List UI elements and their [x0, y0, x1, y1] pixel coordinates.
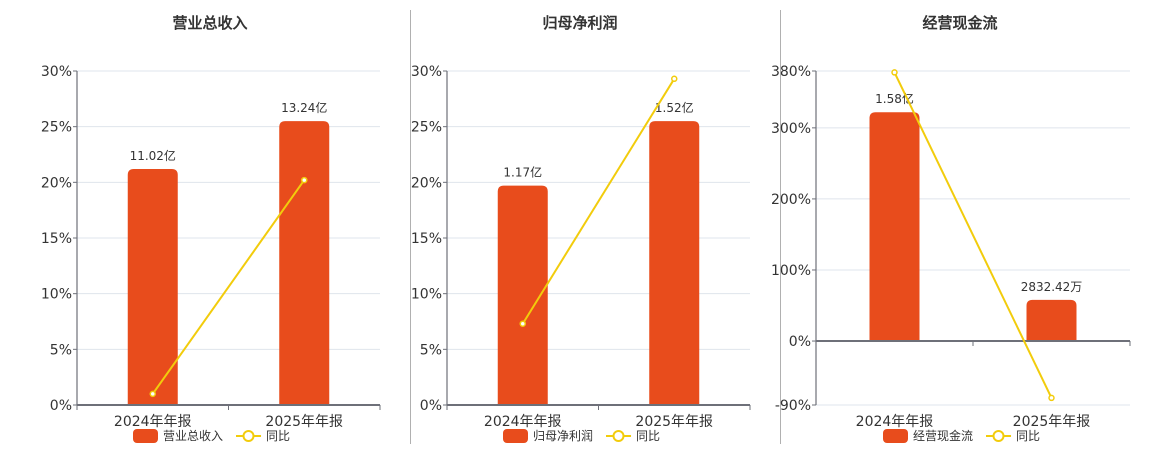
bar-value-label: 2832.42万 [1021, 280, 1083, 294]
y-tick-label: 20% [41, 175, 72, 191]
yoy-point[interactable] [519, 320, 526, 327]
yoy-point[interactable] [1048, 394, 1055, 402]
legend-bar-label[interactable]: 经营现金流 [913, 428, 973, 443]
chart-title: 营业总收入 [172, 14, 247, 32]
y-tick-label: 200% [771, 192, 811, 208]
cash-flow-chart: 经营现金流 380% 300% 200% 100% 0% -90% 1.58亿 2024年年报 2… [771, 14, 1131, 443]
y-tick-label: 0% [789, 334, 811, 350]
legend: 营业总收入 同比 [133, 429, 290, 443]
bar-value-label: 1.17亿 [503, 165, 542, 180]
legend-bar-label[interactable]: 营业总收入 [163, 429, 223, 443]
legend-line-marker-icon [992, 430, 1005, 442]
panel-divider [410, 10, 411, 444]
x-category-label: 2025年年报 [635, 414, 713, 430]
legend-line-marker-icon [242, 430, 255, 442]
y-tick-label: 380% [771, 64, 811, 80]
chart-panel-net-profit: 归母净利润 30% 25% 20% 15% 10% 5% 0% 1.17亿 2024年年报 1.52… [370, 0, 770, 450]
yoy-line [151, 179, 306, 395]
y-tick-label: 25% [41, 120, 72, 136]
legend-line-label[interactable]: 同比 [1016, 429, 1040, 443]
bar[interactable] [127, 168, 178, 405]
y-tick-label: 5% [420, 342, 442, 358]
yoy-point[interactable] [891, 69, 898, 76]
x-category-label: 2024年年报 [856, 414, 934, 430]
x-category-label: 2024年年报 [114, 414, 192, 430]
bar[interactable] [869, 112, 920, 342]
y-tick-label: 100% [771, 263, 811, 279]
y-tick-label: -90% [775, 398, 811, 414]
bar[interactable] [279, 121, 330, 405]
y-tick-label: 20% [411, 175, 442, 191]
net-profit-chart: 归母净利润 30% 25% 20% 15% 10% 5% 0% 1.17亿 2024年年报 1.52… [411, 14, 751, 443]
bar-value-label: 11.02亿 [130, 148, 176, 163]
yoy-line [893, 71, 1053, 399]
bar[interactable] [1026, 299, 1077, 342]
y-tick-label: 0% [50, 398, 72, 414]
yoy-point[interactable] [149, 390, 156, 398]
y-tick-label: 300% [771, 121, 811, 137]
bar[interactable] [497, 185, 548, 405]
y-tick-label: 15% [411, 231, 442, 247]
yoy-line [521, 78, 676, 325]
legend-bar-swatch[interactable] [503, 429, 528, 443]
x-category-label: 2024年年报 [484, 414, 562, 430]
y-tick-label: 30% [41, 64, 72, 80]
chart-panel-revenue: 营业总收入 30% 25% 20% 15% 10% 5% 0% 11.02亿 2024年年报 13.… [0, 0, 400, 450]
legend-line-label[interactable]: 同比 [636, 429, 660, 443]
y-tick-label: 5% [50, 342, 72, 358]
legend: 经营现金流 同比 [883, 428, 1040, 443]
bar-value-label: 13.24亿 [281, 100, 327, 115]
y-tick-label: 10% [41, 287, 72, 303]
legend-bar-label[interactable]: 归母净利润 [533, 429, 593, 443]
panel-divider [780, 10, 781, 444]
legend-line-marker-icon [612, 430, 625, 442]
y-tick-label: 10% [411, 287, 442, 303]
yoy-point[interactable] [301, 176, 308, 184]
bar-value-label: 1.52亿 [655, 100, 694, 115]
y-tick-label: 25% [411, 120, 442, 136]
revenue-chart: 营业总收入 30% 25% 20% 15% 10% 5% 0% 11.02亿 2024年年报 13.… [41, 14, 381, 443]
chart-title: 经营现金流 [922, 14, 997, 32]
yoy-point[interactable] [671, 75, 678, 83]
y-tick-label: 30% [411, 64, 442, 80]
bar-value-label: 1.58亿 [875, 91, 914, 106]
x-category-label: 2025年年报 [265, 414, 343, 430]
chart-panel-cash-flow: 经营现金流 380% 300% 200% 100% 0% -90% 1.58亿 2024年年报 2… [740, 0, 1160, 450]
y-tick-label: 15% [41, 231, 72, 247]
x-category-label: 2025年年报 [1013, 414, 1091, 430]
y-tick-label: 0% [420, 398, 442, 414]
chart-title: 归母净利润 [542, 14, 617, 32]
bar[interactable] [649, 121, 700, 405]
legend-line-label[interactable]: 同比 [266, 429, 290, 443]
legend-bar-swatch[interactable] [133, 429, 158, 443]
legend-bar-swatch[interactable] [883, 429, 908, 443]
legend: 归母净利润 同比 [503, 429, 660, 443]
